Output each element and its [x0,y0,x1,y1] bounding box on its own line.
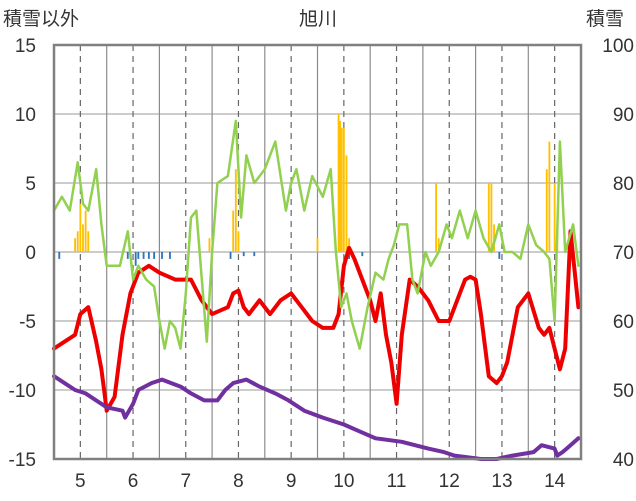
bar-orange [493,224,495,252]
bar-orange [232,210,235,252]
x-tick-label: 13 [491,471,512,492]
bar-orange [237,231,240,252]
bar-blue [134,252,137,266]
x-tick-label: 8 [233,471,244,492]
x-tick-label: 11 [387,471,407,492]
bar-orange [437,238,440,252]
bar-orange [345,155,348,252]
y-tick-label: -5 [19,312,36,333]
bar-blue [498,252,501,259]
y-tick-label: -15 [9,450,36,471]
series-line-green [52,119,580,350]
left-axis-label: 積雪以外 [3,8,79,30]
bar-orange [337,114,340,252]
bar-blue [137,252,140,259]
bar-orange [553,183,556,252]
bar-orange [84,210,87,252]
bar-orange [87,231,90,252]
bar-blue [169,252,171,259]
series-line-red [52,229,581,413]
y-tick-label: -10 [9,381,36,402]
bar-blue [348,252,351,259]
x-tick-label: 10 [333,471,354,492]
y-tick-label: 0 [25,243,36,264]
y2-tick-label: 50 [613,381,634,402]
y-tick-label: 10 [15,105,36,126]
plot-frame [52,43,583,461]
bar-orange [545,169,548,252]
right-axis-label: 積雪 [586,8,624,30]
y2-tick-label: 80 [613,174,634,195]
bar-blue [142,252,145,259]
bar-orange [490,183,493,252]
bar-orange [82,224,84,252]
y2-tick-label: 100 [602,36,634,57]
y2-tick-label: 90 [613,105,634,126]
line-layer [52,119,581,461]
bar-orange [348,238,351,252]
y2-tick-label: 60 [613,312,634,333]
bar-blue [126,252,129,259]
bar-orange [339,120,342,253]
bar-orange [208,238,211,252]
x-tick-label: 5 [75,471,86,492]
y2-tick-label: 40 [613,450,634,471]
bar-blue [253,252,256,257]
bar-blue [153,252,156,259]
bar-orange [435,183,437,252]
bar-blue [361,252,364,257]
x-tick-label: 9 [286,471,297,492]
bar-blue [58,252,61,259]
bar-blue [242,252,245,257]
bar-blue [147,252,150,259]
x-tick-label: 6 [128,471,139,492]
chart-title: 旭川 [299,8,337,30]
bar-orange [76,231,79,252]
bar-orange [234,169,237,252]
x-tick-label: 14 [544,471,566,492]
y-tick-label: 5 [25,174,36,195]
bar-orange [74,238,77,252]
series-line-purple [52,374,581,461]
bar-orange [342,127,345,252]
bar-blue [229,252,232,259]
bar-orange [316,238,319,252]
bar-orange [487,183,490,252]
x-tick-label: 12 [439,471,460,492]
bar-orange [79,203,82,252]
bar-orange [340,127,343,252]
x-tick-label: 7 [180,471,191,492]
y-tick-label: 15 [15,36,36,57]
y2-tick-label: 70 [613,243,634,264]
bar-orange [548,141,551,252]
bar-layer [58,114,572,266]
bar-blue [161,252,163,259]
